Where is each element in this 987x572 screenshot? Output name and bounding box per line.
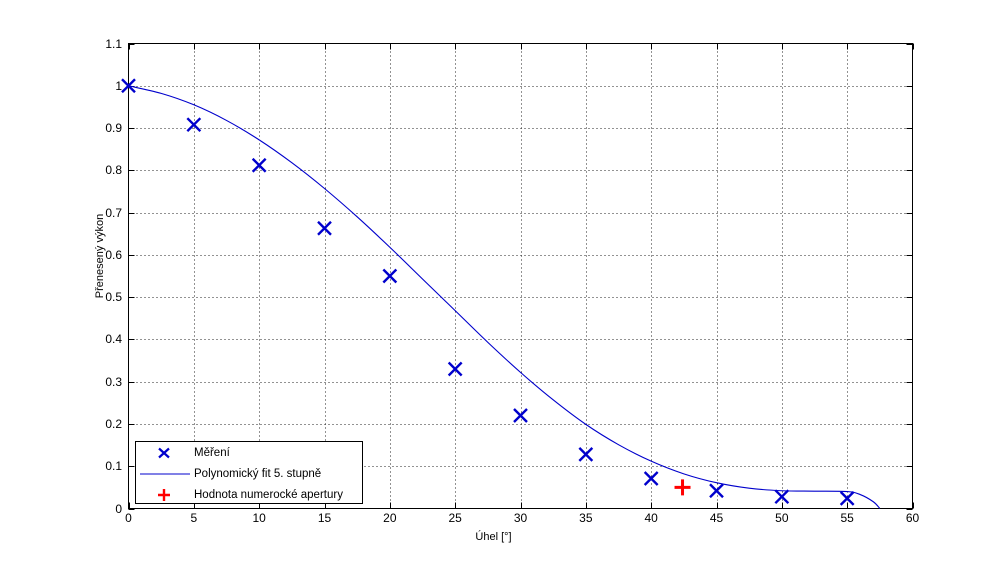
y-tick-label: 0.7	[105, 205, 122, 220]
data-point-marker	[709, 483, 724, 499]
x-tick-label: 50	[775, 511, 789, 525]
data-point-marker	[839, 491, 855, 506]
data-point-marker	[317, 220, 332, 236]
y-tick-label: 0.1	[105, 459, 122, 474]
x-tick-label: 20	[383, 511, 397, 525]
y-tick-label: 0.3	[105, 374, 122, 389]
legend-label-aperture: Hodnota numerocké apertury	[194, 488, 343, 501]
x-tick-label: 45	[709, 511, 724, 525]
x-tick-label: 55	[840, 511, 854, 525]
data-point-marker	[447, 361, 463, 377]
x-tick-label: 30	[513, 511, 528, 525]
y-tick-label: 0.6	[105, 247, 122, 262]
y-tick-label: 0.5	[105, 290, 122, 305]
x-tick-label: 10	[252, 511, 266, 525]
fit-line	[128, 85, 881, 509]
data-point-marker	[121, 78, 136, 94]
data-point-marker	[382, 268, 398, 284]
data-point-marker	[186, 117, 202, 133]
line-swatch-icon	[136, 463, 194, 484]
x-tick-label: 35	[579, 511, 593, 525]
x-axis-label: Úhel [°]	[475, 531, 512, 543]
aperture-marker	[674, 479, 691, 496]
legend-item-fit[interactable]: Polynomický fit 5. stupně	[136, 463, 362, 484]
x-tick-label: 25	[448, 511, 462, 525]
y-tick-label: 0	[115, 501, 122, 516]
y-tick-label: 1	[115, 78, 122, 93]
chart-legend[interactable]: Měření Polynomický fit 5. stupně Hodnota…	[135, 441, 363, 504]
fit-curve	[128, 85, 881, 509]
y-tick-label: 0.8	[105, 163, 122, 178]
y-tick-label: 0.2	[105, 416, 122, 431]
x-tick-label: 60	[905, 511, 920, 525]
legend-label-measurement: Měření	[194, 446, 230, 459]
x-tick-label: 40	[644, 511, 658, 525]
measurement-markers	[121, 78, 855, 506]
grid-lines	[128, 43, 913, 509]
x-tick-label: 0	[125, 511, 132, 525]
data-point-marker	[774, 489, 790, 505]
data-point-marker	[578, 447, 594, 462]
y-tick-label: 0.4	[105, 332, 122, 347]
legend-label-fit: Polynomický fit 5. stupně	[194, 467, 322, 480]
numerical-aperture-marker	[674, 479, 691, 496]
legend-item-measurement[interactable]: Měření	[136, 442, 362, 463]
data-point-marker	[643, 471, 659, 486]
x-tick-label: 15	[317, 511, 332, 525]
data-point-marker	[251, 157, 267, 173]
x-marker-icon	[136, 442, 194, 463]
plot-frame	[128, 43, 913, 509]
plus-marker-icon	[136, 484, 194, 505]
legend-item-aperture[interactable]: Hodnota numerocké apertury	[136, 484, 362, 505]
x-tick-label: 5	[190, 511, 198, 525]
y-tick-label: 0.9	[105, 121, 122, 136]
data-point-marker	[513, 408, 528, 423]
y-tick-label: 1.1	[105, 36, 122, 51]
